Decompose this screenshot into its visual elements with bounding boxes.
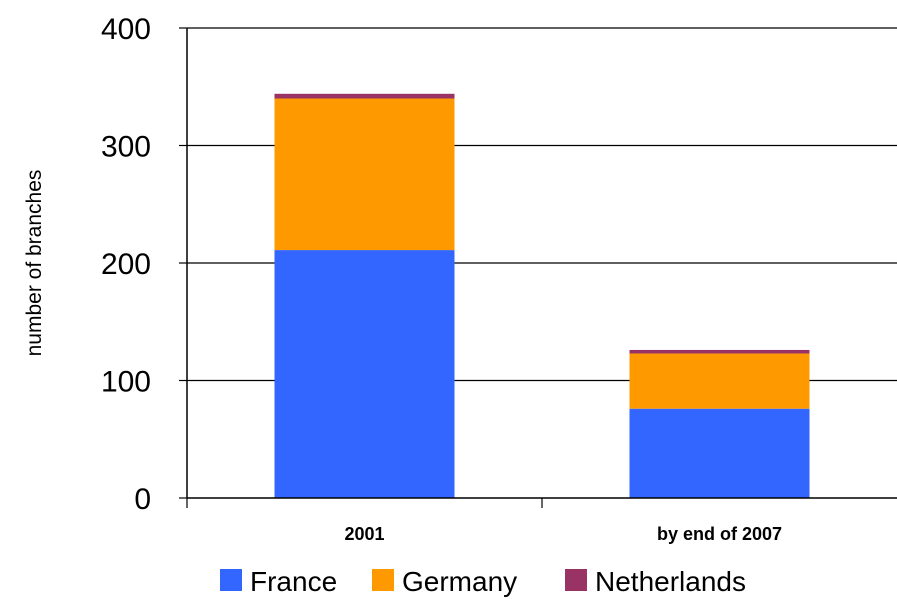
legend-swatch-france [220,569,242,591]
y-tick-label: 400 [101,13,151,46]
bar-segment-france [275,250,455,498]
x-category-label: by end of 2007 [657,524,782,544]
y-tick-label: 200 [101,248,151,281]
bar-segment-germany [630,353,810,408]
legend: France Germany Netherlands [220,566,746,597]
legend-label-netherlands: Netherlands [595,566,746,597]
bar-segment-france [630,409,810,498]
x-category-label: 2001 [344,524,384,544]
legend-swatch-germany [372,569,394,591]
bar-segment-netherlands [275,94,455,99]
legend-label-germany: Germany [402,566,517,597]
bar-segment-germany [275,99,455,251]
y-axis-title: number of branches [23,170,46,357]
legend-swatch-netherlands [565,569,587,591]
bar-segment-netherlands [630,350,810,354]
legend-label-france: France [250,566,337,597]
y-tick-label: 300 [101,131,151,164]
y-tick-labels: 0 100 200 300 400 [101,13,151,516]
y-tick-label: 100 [101,366,151,399]
y-tick-label: 0 [134,483,151,516]
bars [275,94,810,498]
x-category-labels: 2001 by end of 2007 [344,524,782,544]
